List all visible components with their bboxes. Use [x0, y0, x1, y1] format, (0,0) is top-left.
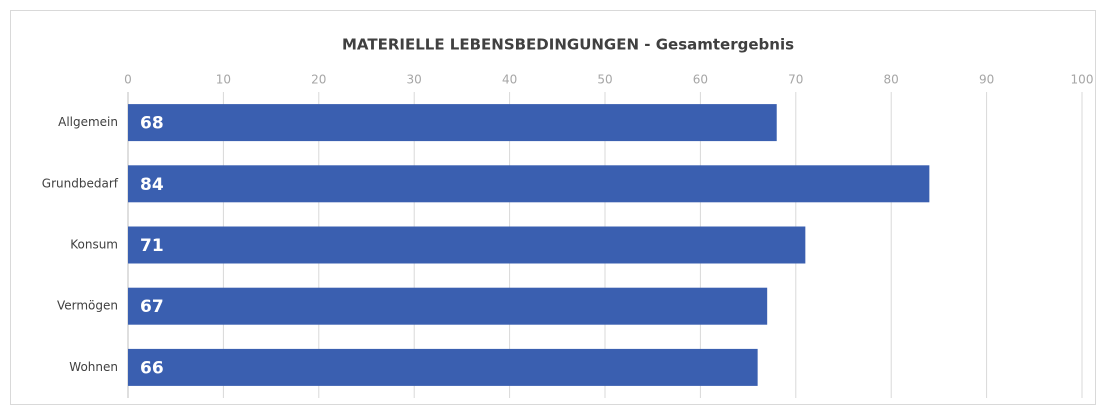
y-tick-label: Grundbedarf — [42, 176, 119, 190]
y-tick-label: Konsum — [70, 238, 118, 252]
x-tick-label: 90 — [979, 73, 994, 87]
y-tick-label: Vermögen — [57, 299, 118, 313]
x-tick-label: 0 — [124, 73, 132, 87]
x-tick-label: 50 — [597, 73, 612, 87]
chart-title: MATERIELLE LEBENSBEDINGUNGEN - Gesamterg… — [342, 36, 794, 54]
data-label: 71 — [140, 236, 164, 256]
x-tick-label: 20 — [311, 73, 326, 87]
y-tick-label: Wohnen — [69, 360, 118, 374]
x-tick-label: 30 — [407, 73, 422, 87]
chart-frame — [10, 10, 1096, 405]
x-tick-label: 70 — [788, 73, 803, 87]
x-tick-label: 80 — [884, 73, 899, 87]
x-tick-label: 60 — [693, 73, 708, 87]
y-tick-label: Allgemein — [58, 115, 118, 129]
x-tick-label: 10 — [216, 73, 231, 87]
bar — [128, 165, 930, 203]
data-label: 68 — [140, 114, 164, 134]
bar — [128, 104, 777, 142]
data-label: 67 — [140, 297, 164, 317]
x-tick-label: 100 — [1071, 73, 1094, 87]
data-label: 66 — [140, 358, 164, 378]
data-label: 84 — [140, 175, 164, 195]
x-tick-label: 40 — [502, 73, 517, 87]
bar — [128, 226, 806, 264]
bar — [128, 287, 768, 325]
bar — [128, 348, 758, 386]
